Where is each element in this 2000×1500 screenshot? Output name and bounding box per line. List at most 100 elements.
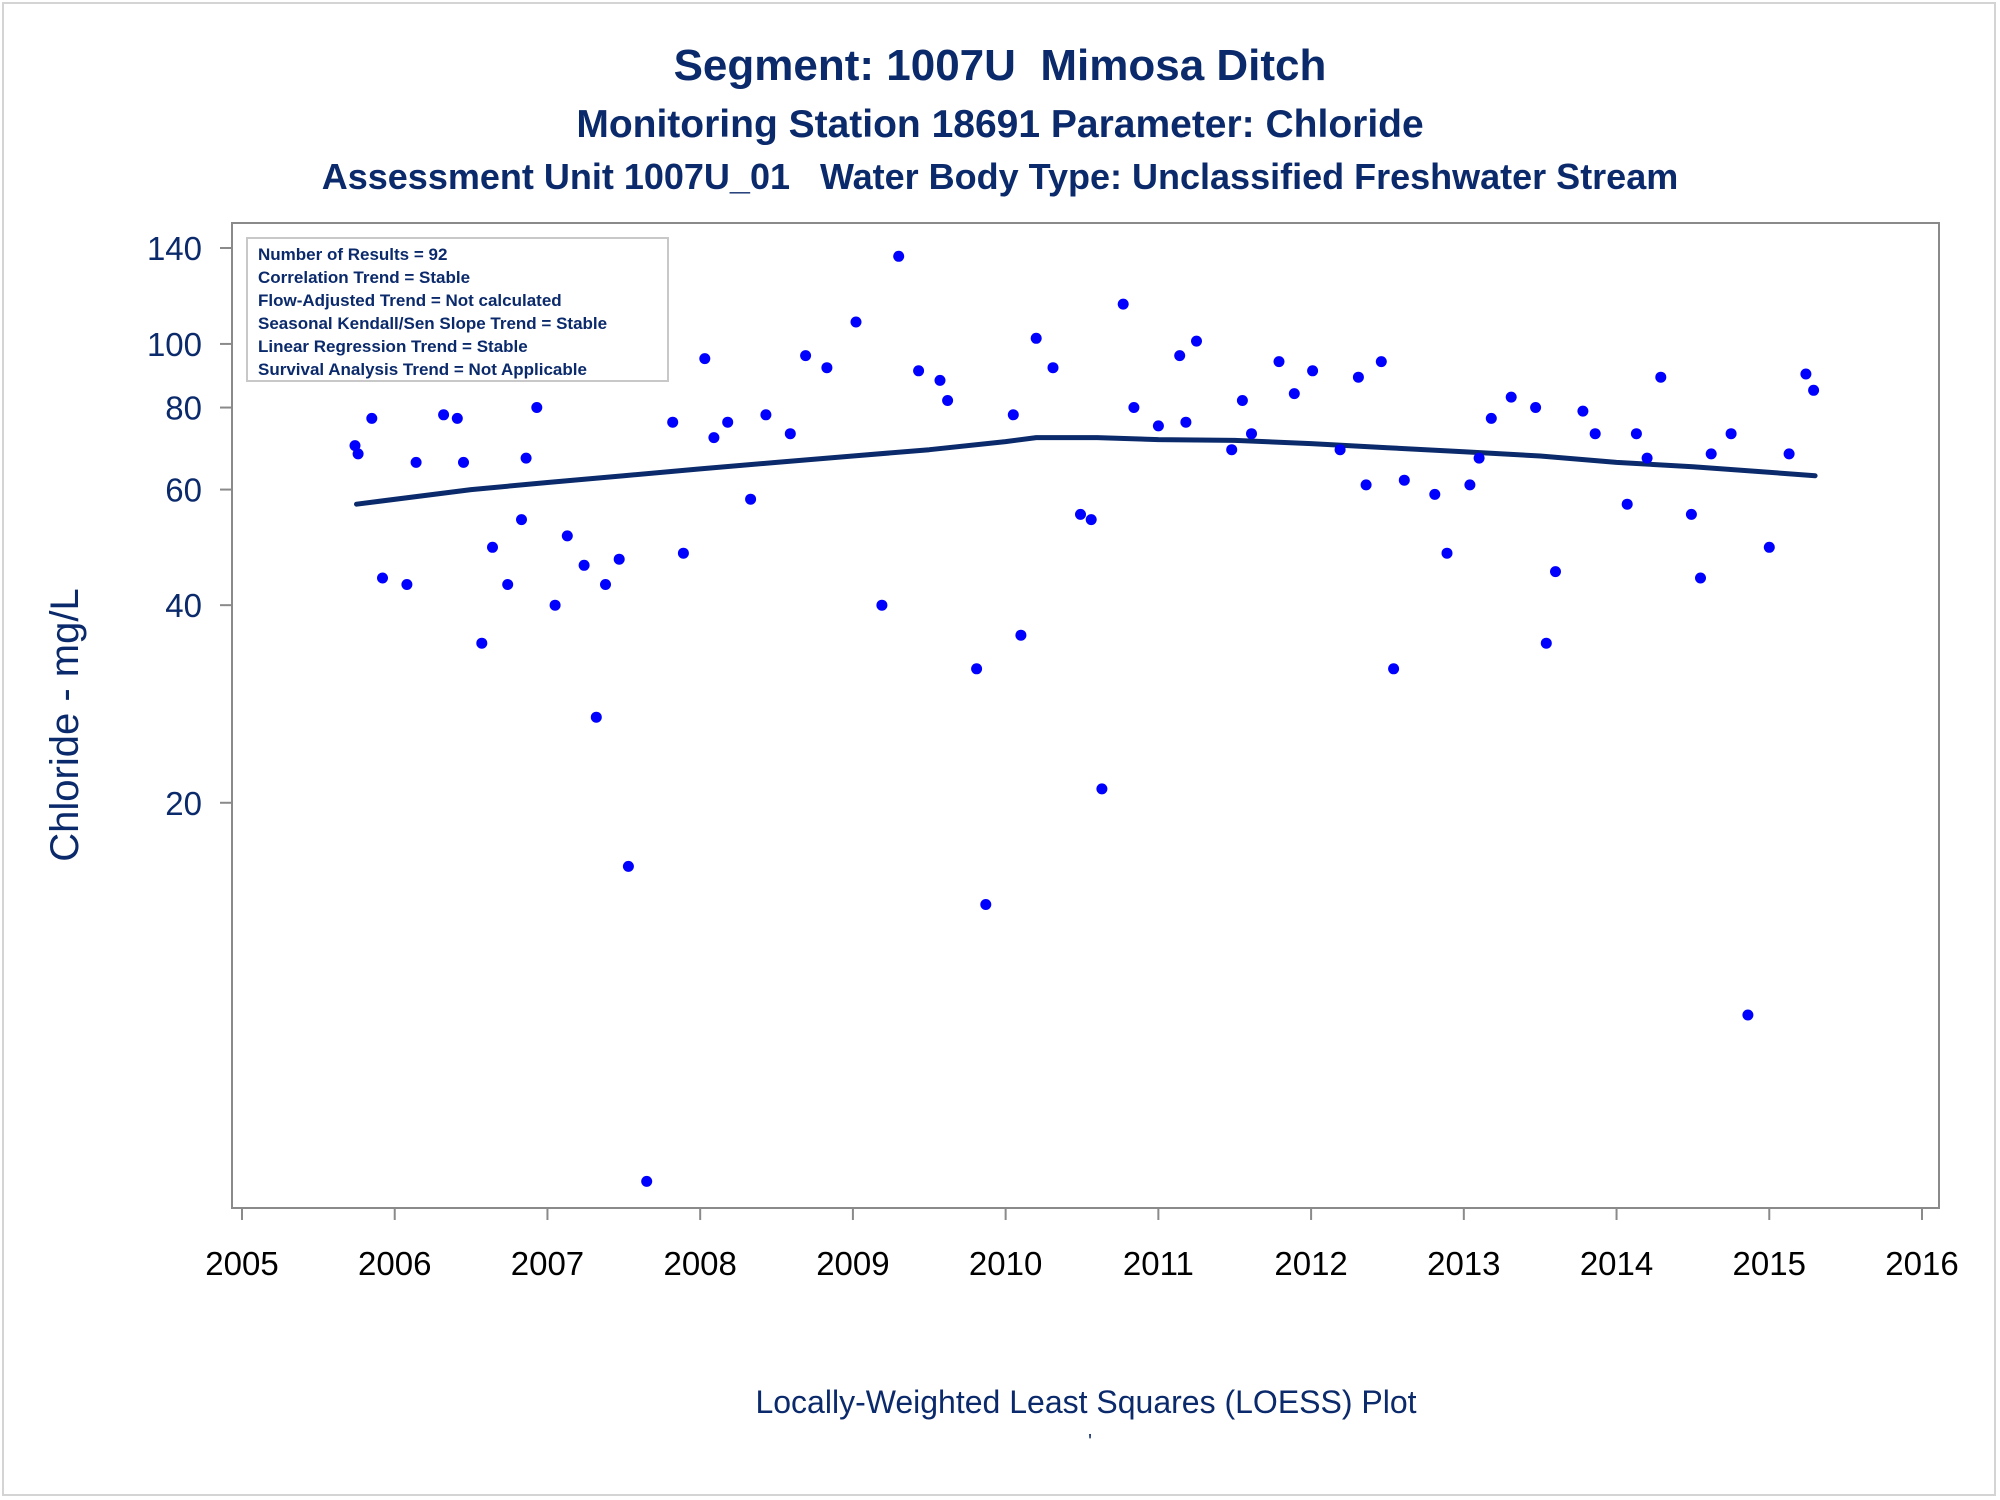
series-layer <box>349 250 1820 1187</box>
data-point <box>1174 350 1186 362</box>
data-point <box>708 432 720 444</box>
data-point <box>451 412 463 424</box>
data-point <box>1307 365 1319 377</box>
data-point <box>1152 420 1164 432</box>
data-point <box>1800 368 1812 380</box>
loess-trend-line <box>354 435 1818 507</box>
x-tick-label: 2013 <box>1427 1245 1500 1282</box>
data-point <box>1273 356 1285 368</box>
data-point <box>1783 448 1795 460</box>
data-point <box>1550 566 1561 578</box>
data-point <box>578 559 590 571</box>
data-point <box>401 579 413 590</box>
data-point <box>667 416 679 428</box>
data-point <box>1398 474 1410 486</box>
y-tick-label: 60 <box>165 472 202 509</box>
y-tick-label: 140 <box>147 230 202 267</box>
data-point <box>410 456 422 468</box>
data-point <box>1705 448 1717 460</box>
x-tick-label: 2009 <box>816 1245 889 1282</box>
x-tick-label: 2007 <box>511 1245 584 1282</box>
data-point <box>561 530 573 542</box>
data-point <box>1763 541 1775 553</box>
data-point <box>1352 371 1364 383</box>
data-point <box>1464 479 1476 491</box>
data-point <box>1096 783 1108 795</box>
chart-title: Segment: 1007U Mimosa Ditch <box>674 41 1327 90</box>
data-point <box>1246 428 1257 440</box>
x-tick-label: 2010 <box>969 1245 1042 1282</box>
data-point <box>1128 402 1140 413</box>
x-tick-label: 2016 <box>1885 1245 1958 1282</box>
x-axis: 2005 2006 2007 2008 2009 2010 2011 2012 2013 2014… <box>205 1208 1959 1282</box>
x-tick-label: 2015 <box>1733 1245 1806 1282</box>
stats-line: Linear Regression Trend = Stable <box>258 337 528 356</box>
data-point <box>677 547 689 559</box>
data-point <box>1441 547 1453 559</box>
data-point <box>622 860 634 872</box>
data-point <box>1180 416 1192 428</box>
data-point <box>821 362 833 374</box>
stats-line: Correlation Trend = Stable <box>258 268 470 287</box>
data-point <box>377 572 388 584</box>
data-point <box>1577 405 1589 417</box>
data-point <box>760 409 772 421</box>
x-axis-label: Locally-Weighted Least Squares (LOESS) P… <box>755 1384 1416 1420</box>
stats-line: Flow-Adjusted Trend = Not calculated <box>258 291 562 310</box>
data-point <box>850 316 862 328</box>
data-point <box>516 514 527 526</box>
data-point <box>893 250 905 262</box>
data-point <box>722 416 734 428</box>
data-point <box>438 409 450 421</box>
stats-box: Number of Results = 92 Correlation Trend… <box>246 237 669 382</box>
data-point <box>458 456 469 468</box>
data-point <box>1530 402 1542 413</box>
data-point <box>366 412 378 424</box>
data-point <box>600 579 611 590</box>
data-point <box>349 440 361 452</box>
data-point <box>1007 409 1019 421</box>
x-tick-label: 2011 <box>1123 1245 1194 1282</box>
chart-subtitle: Monitoring Station 18691 Parameter: Chlo… <box>576 103 1423 146</box>
data-point <box>590 711 602 723</box>
data-point <box>745 493 757 505</box>
data-point <box>1655 371 1667 383</box>
data-point <box>1030 332 1042 344</box>
data-point <box>1695 572 1706 584</box>
data-point <box>1621 498 1633 510</box>
data-point <box>1360 479 1372 491</box>
data-point <box>1685 508 1697 520</box>
data-point <box>1334 444 1346 456</box>
stats-line: Seasonal Kendall/Sen Slope Trend = Stabl… <box>258 314 607 333</box>
data-point <box>487 541 498 553</box>
data-point <box>1375 356 1387 368</box>
data-point <box>1473 452 1485 464</box>
data-point <box>1015 629 1027 641</box>
data-point <box>502 579 514 590</box>
stats-box-border <box>246 237 669 382</box>
data-point <box>531 402 543 413</box>
data-point <box>1429 488 1441 500</box>
data-point <box>641 1175 653 1187</box>
y-tick-label: 40 <box>165 587 202 624</box>
data-point <box>613 553 625 565</box>
data-point <box>913 365 925 377</box>
data-point <box>1288 388 1300 400</box>
data-point <box>1226 444 1238 456</box>
data-point <box>1505 391 1517 403</box>
data-point <box>1808 384 1820 396</box>
data-point <box>934 374 946 386</box>
data-point <box>1742 1009 1754 1021</box>
data-point <box>1191 335 1202 347</box>
data-point <box>800 350 812 362</box>
data-point <box>1540 637 1552 649</box>
data-point <box>1236 395 1248 406</box>
data-point <box>1047 362 1059 374</box>
data-point <box>971 663 983 675</box>
data-point <box>1388 663 1400 675</box>
data-point <box>1725 428 1737 440</box>
x-tick-label: 2012 <box>1274 1245 1347 1282</box>
chart-subtitle-2: Assessment Unit 1007U_01 Water Body Type… <box>322 156 1679 197</box>
